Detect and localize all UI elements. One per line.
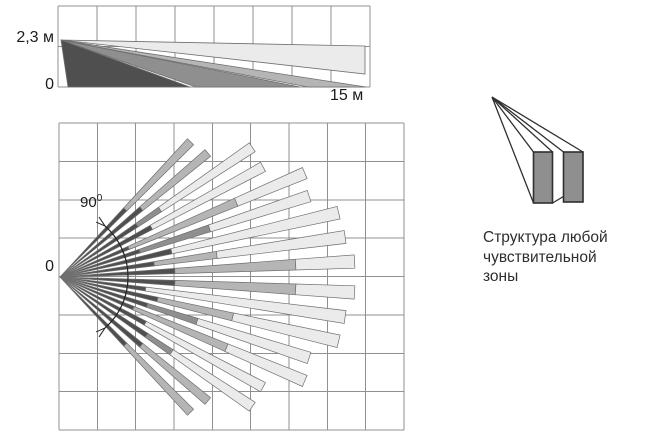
sensitive-zone-beam <box>59 276 347 324</box>
side-view-beam-near <box>60 39 191 88</box>
side-view-beam-mid-near <box>60 39 301 88</box>
coverage-angle-label: 900 <box>80 193 103 211</box>
zone-edge-line <box>491 96 535 204</box>
sensitive-zone-beam <box>59 189 312 278</box>
side-view-beam-mid-far <box>60 39 367 88</box>
sensitive-zone-beam <box>59 276 356 300</box>
sensitive-zone-beam <box>59 205 341 278</box>
structure-caption-line: Структура любой <box>483 229 608 246</box>
zone-edge-line <box>491 96 553 153</box>
plan-view-grid <box>58 122 405 431</box>
side-view-beam-far <box>60 39 366 75</box>
side-view-origin-label: 0 <box>45 76 54 93</box>
sensitive-zone-beam <box>59 276 312 365</box>
zone-edge-line <box>491 96 584 153</box>
sensitive-zone-beam <box>59 254 356 278</box>
zone-edge-line <box>552 195 564 204</box>
sensitive-zone-beam <box>59 167 308 278</box>
sensitive-zone-beam <box>59 149 212 278</box>
zone-structure-figure <box>491 96 584 204</box>
sensitive-zone-beam <box>59 276 308 387</box>
sensitive-zone-beam <box>59 276 341 349</box>
sensitive-zone-beam <box>59 276 195 416</box>
sensitive-zone-bar <box>562 151 584 203</box>
structure-caption: Структура любой чувствительной зоны <box>483 228 608 287</box>
sensitive-zone-bar <box>532 151 554 204</box>
structure-caption-line: зоны <box>483 268 519 285</box>
side-view-beams <box>60 39 367 88</box>
sensitive-zone-beam <box>59 276 212 405</box>
structure-caption-line: чувствительной <box>483 248 597 266</box>
sensitive-zone-beam <box>59 230 347 278</box>
sensitive-zone-beam <box>59 276 266 393</box>
zone-edge-line <box>491 96 535 153</box>
sensitive-zone-beam <box>59 276 256 412</box>
sensitive-zone-beam <box>59 161 266 278</box>
mounting-height-label: 2,3 м <box>16 29 54 46</box>
zone-edge-line <box>491 96 564 153</box>
sensitive-zone-beam <box>59 142 256 278</box>
plan-view-beams <box>59 138 356 416</box>
plan-view-origin-label: 0 <box>45 258 54 275</box>
sensitive-zone-beam <box>59 138 195 278</box>
coverage-angle-value: 90 <box>80 194 97 211</box>
coverage-angle-degree-sign: 0 <box>96 193 103 204</box>
coverage-angle-arc <box>95 216 129 338</box>
max-range-label: 15 м <box>330 87 364 104</box>
